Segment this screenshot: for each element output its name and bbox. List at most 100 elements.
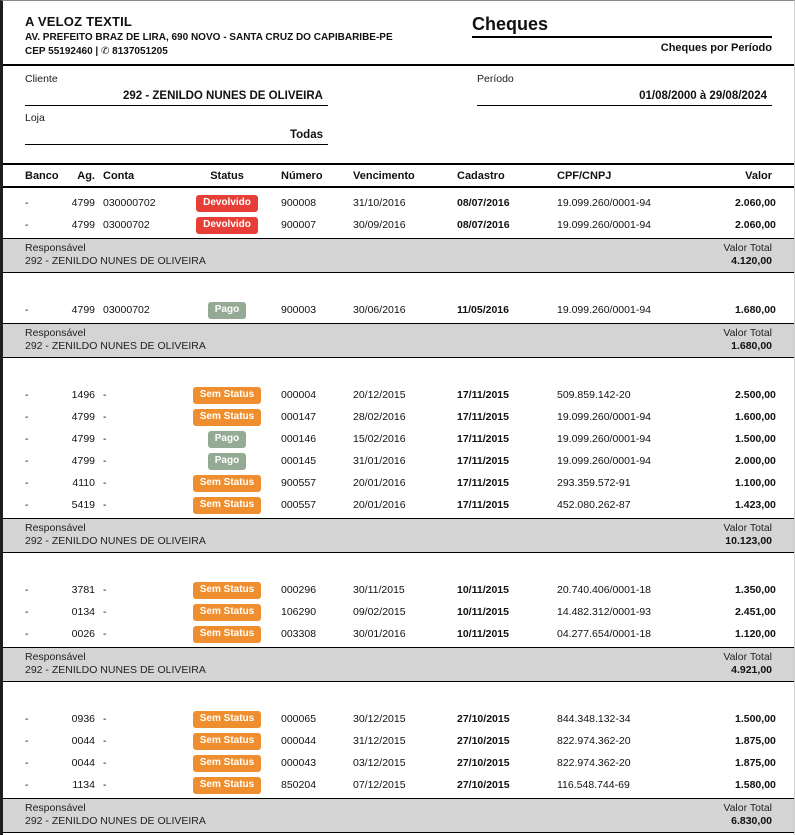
cell-valor: 2.060,00: [735, 197, 776, 209]
cell-cpf-cnpj: 19.099.260/0001-94: [557, 197, 652, 209]
group-footer-labels: Responsável Valor Total: [25, 522, 772, 535]
group-footer: Responsável Valor Total 292 - ZENILDO NUNE…: [3, 323, 794, 358]
cell-agencia: 4799: [71, 455, 95, 467]
cheque-row: -3781- Sem Status 000296 30/11/2015 10/11/20…: [3, 579, 794, 601]
status-badge: Sem Status: [192, 625, 262, 643]
status-badge: Sem Status: [192, 474, 262, 492]
cell-agencia: 4799: [71, 433, 95, 445]
cell-cpf-cnpj: 14.482.312/0001-93: [557, 606, 652, 618]
loja-value: Todas: [25, 125, 328, 145]
cell-cadastro: 08/07/2016: [457, 219, 510, 231]
status-badge: Sem Status: [192, 386, 262, 404]
cell-numero: 900007: [281, 219, 317, 231]
cell-vencimento: 30/06/2016: [353, 304, 406, 316]
cell-cpf-cnpj: 509.859.142-20: [557, 389, 631, 401]
cell-status: Sem Status: [181, 474, 273, 492]
cell-valor: 1.875,00: [735, 757, 776, 769]
cliente-label: Cliente: [25, 73, 58, 85]
cell-cadastro: 17/11/2015: [457, 389, 509, 401]
cell-status: Sem Status: [181, 386, 273, 404]
cell-numero: 000145: [281, 455, 317, 467]
cheque-row: -4799- Pago 000146 15/02/2016 17/11/2015 19.0…: [3, 428, 794, 450]
cell-agencia: 4799: [71, 197, 95, 209]
filter-area: Cliente 292 - ZENILDO NUNES DE OLIVEIRA …: [3, 66, 794, 151]
cell-cpf-cnpj: 19.099.260/0001-94: [557, 219, 652, 231]
cell-cadastro: 27/10/2015: [457, 779, 510, 791]
cheque-row: -4799- Sem Status 000147 28/02/2016 17/11/20…: [3, 406, 794, 428]
periodo-value: 01/08/2000 à 29/08/2024: [477, 86, 772, 106]
cell-valor: 2.000,00: [735, 455, 776, 467]
cell-banco: -: [25, 735, 29, 747]
cell-vencimento: 31/12/2015: [353, 735, 406, 747]
status-badge: Sem Status: [192, 710, 262, 728]
group-footer-labels: Responsável Valor Total: [25, 242, 772, 255]
cheque-row: -5419- Sem Status 000557 20/01/2016 17/11/20…: [3, 494, 794, 516]
col-header-numero: Número: [281, 169, 323, 182]
cell-cpf-cnpj: 822.974.362-20: [557, 757, 631, 769]
cheque-row: -0044- Sem Status 000043 03/12/2015 27/10/20…: [3, 752, 794, 774]
cell-banco: -: [25, 197, 29, 209]
cell-cpf-cnpj: 19.099.260/0001-94: [557, 304, 652, 316]
cell-valor: 2.060,00: [735, 219, 776, 231]
status-badge: Pago: [207, 430, 247, 448]
status-badge: Pago: [207, 452, 247, 470]
cheque-row: - 4799 03000702 Devolvido 900007 30/09/2016 08…: [3, 214, 794, 236]
cell-numero: 003308: [281, 628, 317, 640]
cell-conta: -: [103, 389, 107, 401]
cell-numero: 000557: [281, 499, 317, 511]
cell-vencimento: 09/02/2015: [353, 606, 406, 618]
group-footer-values: 292 - ZENILDO NUNES DE OLIVEIRA 1.680,00: [25, 340, 772, 353]
cell-conta: -: [103, 433, 107, 445]
cell-conta: 030000702: [103, 197, 156, 209]
valor-total-value: 6.830,00: [731, 815, 772, 827]
cliente-field: Cliente 292 - ZENILDO NUNES DE OLIVEIRA: [25, 73, 328, 106]
cheque-row: -1134- Sem Status 850204 07/12/2015 27/10/20…: [3, 774, 794, 796]
company-cep-phone: CEP 55192460 | ✆ 8137051205: [25, 46, 168, 57]
filters-right-column: Período 01/08/2000 à 29/08/2024: [477, 73, 772, 151]
cell-agencia: 0936: [71, 713, 95, 725]
cell-agencia: 4110: [72, 477, 95, 489]
group-footer-values: 292 - ZENILDO NUNES DE OLIVEIRA 6.830,00: [25, 815, 772, 828]
cell-cadastro: 27/10/2015: [457, 735, 510, 747]
group-footer-labels: Responsável Valor Total: [25, 802, 772, 815]
cell-status: Sem Status: [181, 732, 273, 750]
cell-agencia: 4799: [71, 219, 95, 231]
cell-conta: -: [103, 584, 107, 596]
responsavel-label: Responsável: [25, 802, 86, 814]
responsavel-value: 292 - ZENILDO NUNES DE OLIVEIRA: [25, 815, 206, 827]
cell-conta: -: [103, 628, 107, 640]
cell-status: Sem Status: [181, 496, 273, 514]
cell-cpf-cnpj: 19.099.260/0001-94: [557, 411, 652, 423]
cell-banco: -: [25, 606, 29, 618]
col-header-vencimento: Vencimento: [353, 169, 415, 182]
cell-banco: -: [25, 304, 29, 316]
status-badge: Sem Status: [192, 732, 262, 750]
col-header-status: Status: [210, 169, 244, 182]
status-badge: Sem Status: [192, 408, 262, 426]
cell-cadastro: 10/11/2015: [457, 628, 509, 640]
cell-conta: -: [103, 757, 107, 769]
cell-vencimento: 30/09/2016: [353, 219, 406, 231]
responsavel-value: 292 - ZENILDO NUNES DE OLIVEIRA: [25, 255, 206, 267]
cell-conta: -: [103, 499, 107, 511]
cell-banco: -: [25, 389, 29, 401]
cell-vencimento: 20/01/2016: [353, 477, 406, 489]
cell-conta: 03000702: [103, 304, 150, 316]
cell-status: Sem Status: [181, 754, 273, 772]
cell-status: Sem Status: [181, 625, 273, 643]
cell-cadastro: 17/11/2015: [457, 433, 509, 445]
cell-valor: 1.600,00: [735, 411, 776, 423]
valor-total-value: 4.921,00: [731, 664, 772, 676]
cell-cadastro: 27/10/2015: [457, 757, 510, 769]
cell-agencia: 5419: [71, 499, 95, 511]
valor-total-label: Valor Total: [723, 522, 772, 534]
cheque-group: -0936- Sem Status 000065 30/12/2015 27/10/20…: [3, 704, 794, 833]
cell-conta: 03000702: [103, 219, 150, 231]
cell-cadastro: 17/11/2015: [457, 477, 509, 489]
cell-status: Sem Status: [181, 603, 273, 621]
loja-field: Loja Todas: [25, 112, 328, 145]
col-header-banco: Banco: [25, 169, 59, 182]
cell-valor: 1.875,00: [735, 735, 776, 747]
cell-vencimento: 03/12/2015: [353, 757, 406, 769]
